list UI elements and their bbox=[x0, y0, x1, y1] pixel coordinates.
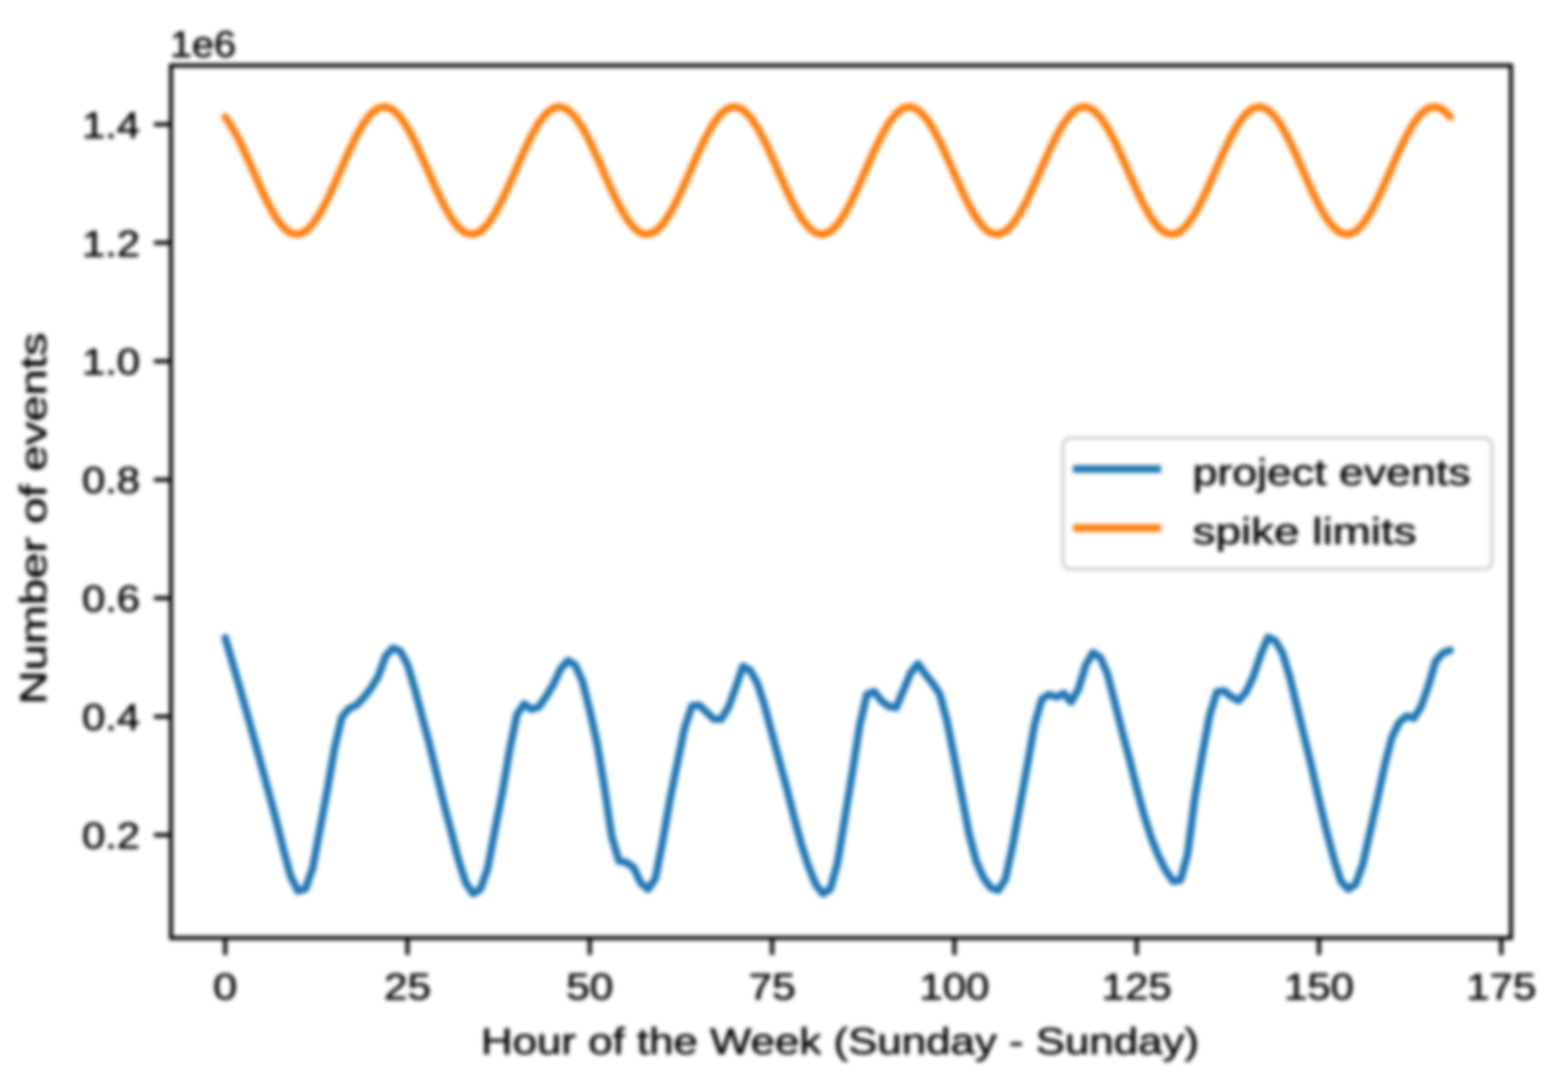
svg-text:125: 125 bbox=[1102, 967, 1172, 1008]
svg-text:100: 100 bbox=[919, 967, 989, 1008]
svg-text:0.6: 0.6 bbox=[82, 579, 140, 620]
svg-text:1.4: 1.4 bbox=[82, 105, 140, 146]
svg-text:0: 0 bbox=[213, 967, 237, 1008]
svg-text:175: 175 bbox=[1466, 967, 1536, 1008]
svg-text:150: 150 bbox=[1284, 967, 1354, 1008]
svg-text:Hour of the Week (Sunday - Sun: Hour of the Week (Sunday - Sunday) bbox=[481, 1021, 1199, 1062]
svg-text:project events: project events bbox=[1193, 452, 1471, 493]
svg-text:0.4: 0.4 bbox=[82, 697, 140, 738]
svg-text:1e6: 1e6 bbox=[170, 24, 236, 65]
svg-text:75: 75 bbox=[749, 967, 796, 1008]
svg-text:Number of events: Number of events bbox=[13, 333, 54, 705]
svg-text:0.2: 0.2 bbox=[82, 816, 140, 857]
svg-text:1.2: 1.2 bbox=[82, 223, 140, 264]
svg-text:1.0: 1.0 bbox=[82, 342, 140, 383]
svg-text:50: 50 bbox=[566, 967, 613, 1008]
svg-text:0.8: 0.8 bbox=[82, 460, 140, 501]
svg-text:25: 25 bbox=[384, 967, 431, 1008]
svg-text:spike limits: spike limits bbox=[1193, 511, 1417, 552]
